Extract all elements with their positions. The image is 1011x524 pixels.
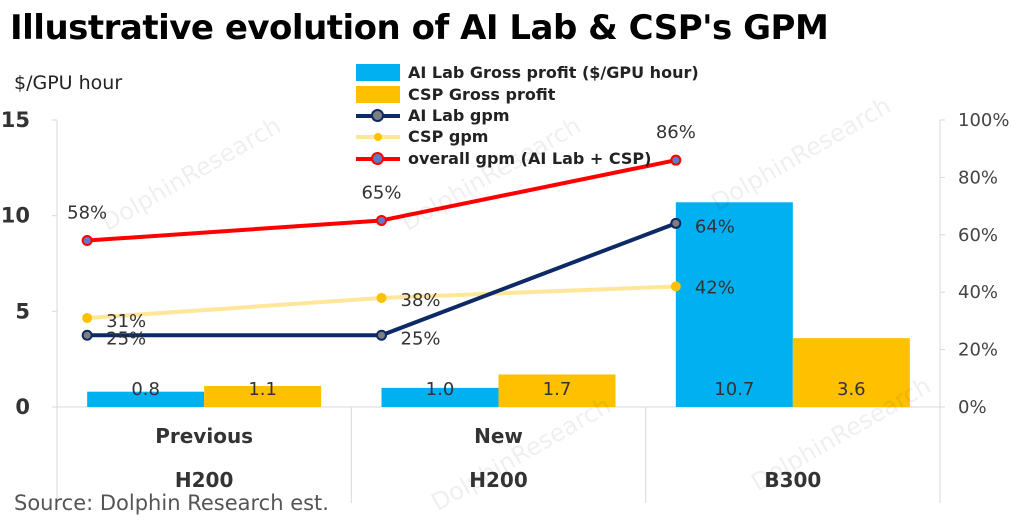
category-label-top: Previous [155, 424, 253, 448]
y-axis-label: $/GPU hour [14, 72, 123, 94]
y2-tick-label: 60% [958, 225, 998, 246]
y2-tick-label: 80% [958, 167, 998, 188]
line-marker [376, 329, 387, 341]
legend-label-csp-gpm: CSP gpm [408, 127, 489, 147]
category-label-bottom: B300 [764, 468, 821, 492]
legend-label-csp-gross-profit: CSP Gross profit [408, 84, 556, 104]
line-marker [670, 154, 682, 166]
line-value-label: 42% [695, 277, 735, 298]
y-tick-label: 10 [1, 204, 30, 228]
line-value-label: 58% [67, 203, 107, 224]
line-marker [376, 214, 387, 226]
bar [87, 391, 205, 407]
legend-item-csp-gross-profit: CSP Gross profit [356, 83, 699, 104]
bar [498, 374, 616, 407]
legend-swatch-ai-lab-gross-profit [356, 64, 400, 82]
line-marker [376, 292, 387, 303]
bar-value-label: 1.0 [426, 379, 455, 400]
category-label-top: New [474, 424, 523, 448]
legend: AI Lab Gross profit ($/GPU hour) CSP Gro… [356, 62, 699, 169]
line-marker [670, 281, 681, 292]
legend-marker-overall-gpm [371, 151, 384, 165]
legend-label-ai-lab-gpm: AI Lab gpm [408, 105, 510, 125]
legend-marker-ai-lab-gpm [371, 108, 384, 122]
line-value-label: 25% [401, 328, 441, 349]
legend-label-overall-gpm: overall gpm (AI Lab + CSP) [408, 148, 652, 168]
line-value-label: 64% [695, 216, 735, 237]
line-marker [670, 217, 682, 229]
series-line [87, 221, 677, 338]
line-marker [81, 329, 93, 341]
bar [381, 387, 499, 407]
bar-value-label: 0.8 [131, 379, 160, 400]
legend-item-ai-lab-gpm: AI Lab gpm [356, 105, 699, 126]
bar-value-label: 1.1 [248, 379, 277, 400]
category-label-bottom: H200 [175, 468, 234, 492]
line-value-label: 31% [106, 311, 146, 332]
bar-value-label: 3.6 [837, 379, 866, 400]
legend-item-overall-gpm: overall gpm (AI Lab + CSP) [356, 148, 699, 169]
category-label-bottom: H200 [469, 468, 528, 492]
line-marker [82, 313, 93, 324]
chart-title: Illustrative evolution of AI Lab & CSP's… [10, 8, 829, 48]
y-tick-label: 0 [15, 395, 30, 419]
bar-value-label: 1.7 [543, 379, 572, 400]
legend-item-ai-lab-gross-profit: AI Lab Gross profit ($/GPU hour) [356, 62, 699, 83]
source-note: Source: Dolphin Research est. [14, 491, 329, 515]
y-tick-label: 15 [1, 108, 30, 132]
bar [675, 202, 793, 407]
y2-tick-label: 100% [958, 110, 1009, 131]
bar [792, 338, 910, 407]
y-tick-label: 5 [15, 299, 30, 323]
line-value-label: 38% [401, 290, 441, 311]
legend-swatch-csp-gross-profit [356, 85, 400, 103]
y2-tick-label: 20% [958, 340, 998, 361]
bar [204, 385, 322, 407]
line-value-label: 86% [656, 122, 696, 143]
line-value-label: 65% [361, 182, 401, 203]
legend-marker-csp-gpm [374, 133, 382, 142]
line-value-label: 25% [106, 328, 146, 349]
legend-label-ai-lab-gross-profit: AI Lab Gross profit ($/GPU hour) [408, 63, 699, 83]
line-marker [81, 235, 93, 247]
y2-tick-label: 0% [958, 397, 987, 418]
legend-item-csp-gpm: CSP gpm [356, 126, 699, 147]
y2-tick-label: 40% [958, 282, 998, 303]
bar-value-label: 10.7 [714, 379, 754, 400]
